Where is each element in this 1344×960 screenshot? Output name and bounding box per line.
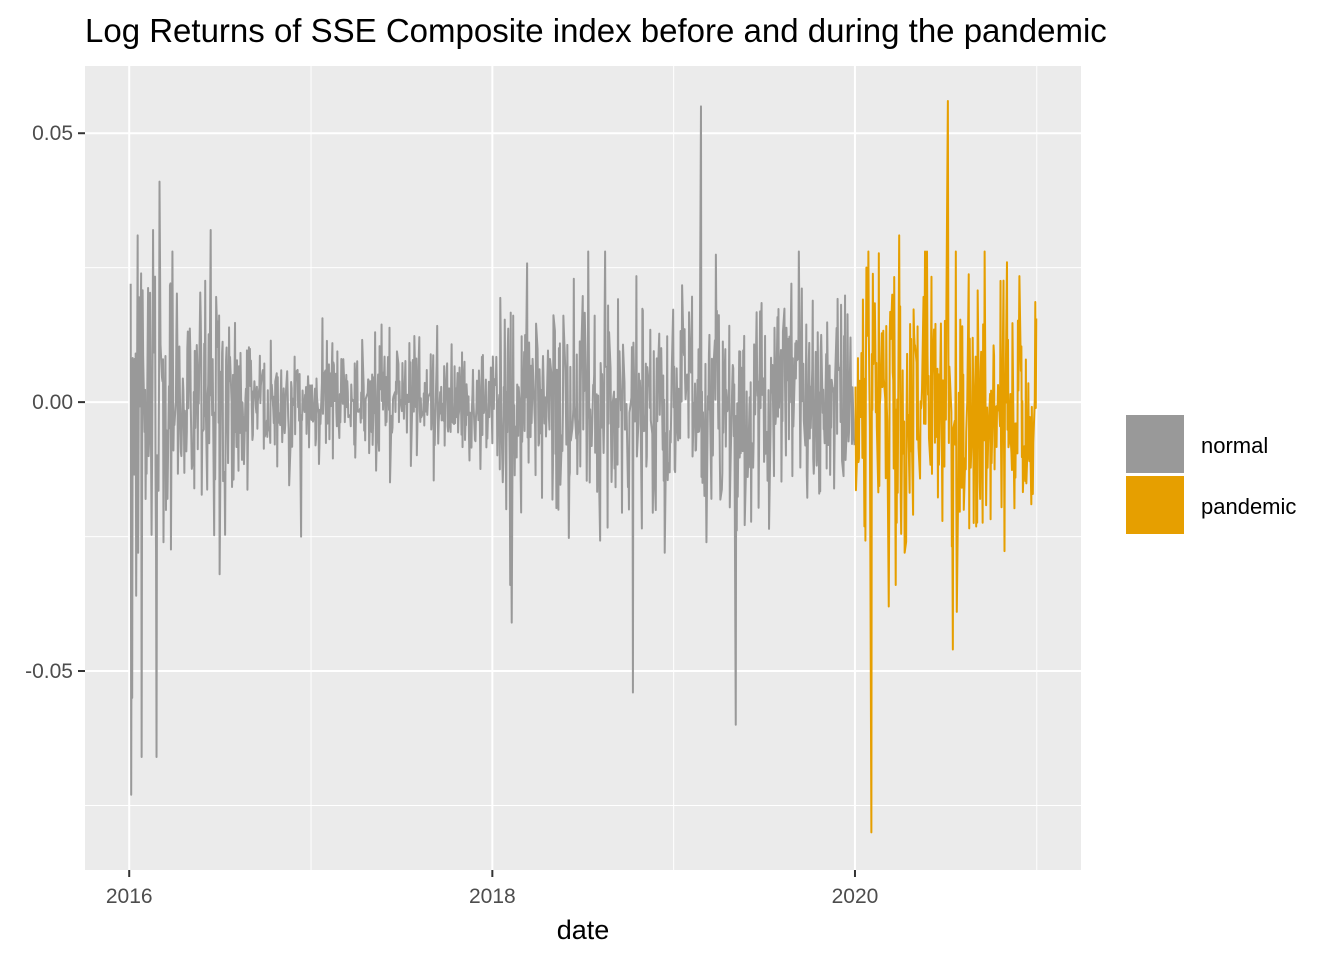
y-tick-label: 0.00 — [32, 391, 73, 414]
plot-panel — [85, 66, 1081, 870]
y-tick-label: 0.05 — [32, 122, 73, 145]
y-tick-label: -0.05 — [25, 660, 73, 683]
x-axis-title: date — [557, 915, 610, 945]
series-line-pandemic — [854, 99, 1038, 834]
legend-key-pandemic — [1126, 476, 1184, 534]
x-tick-label: 2018 — [469, 885, 516, 908]
chart-title: Log Returns of SSE Composite index befor… — [85, 12, 1107, 49]
legend-key-normal — [1126, 415, 1184, 473]
y-axis: -0.05 0.00 0.05 — [25, 122, 85, 683]
legend: normal pandemic — [1126, 415, 1296, 534]
x-tick-label: 2020 — [832, 885, 879, 908]
series-line-normal — [129, 105, 856, 796]
legend-label-pandemic: pandemic — [1201, 494, 1296, 519]
legend-label-normal: normal — [1201, 433, 1268, 458]
x-tick-label: 2016 — [106, 885, 153, 908]
x-axis: 2016 2018 2020 — [106, 870, 878, 908]
series-layer — [129, 99, 1038, 834]
